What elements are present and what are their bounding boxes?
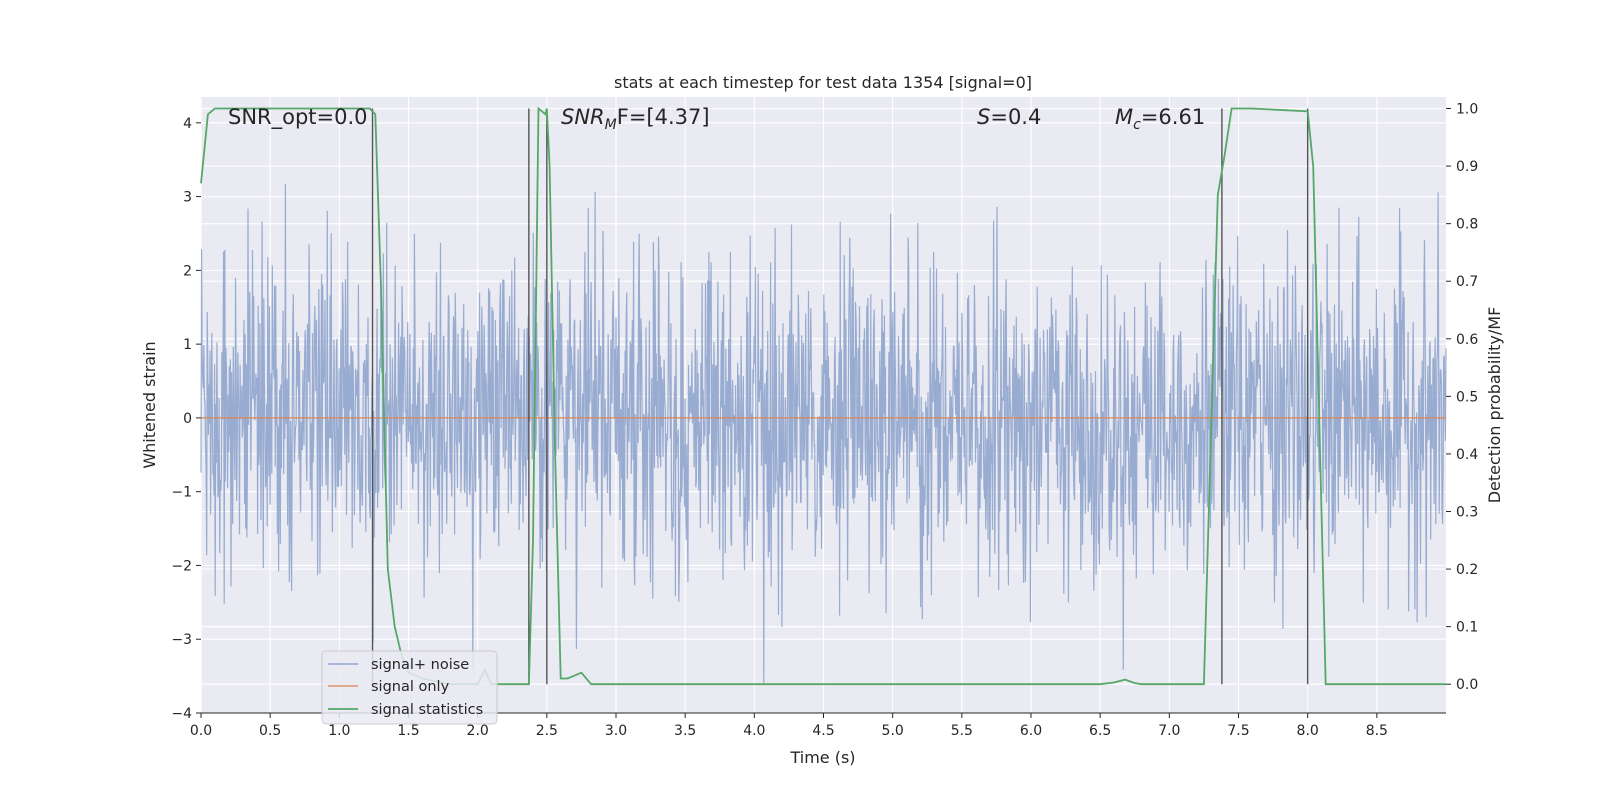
- legend-label-signal: signal only: [371, 679, 450, 695]
- annotation-snr-mf-rest: F=[4.37]: [617, 105, 710, 129]
- y-right-tick-label: 0.9: [1456, 159, 1478, 175]
- y-axis-right: 1.0 0.9 0.8 0.7 0.6 0.5 0.4 0.3 0.2 0.1 0.0: [1446, 102, 1478, 693]
- y-left-tick-label: 0: [183, 411, 192, 427]
- x-tick-label: 8.5: [1366, 723, 1388, 739]
- legend-label-noise: signal+ noise: [371, 657, 469, 673]
- y-left-tick-label: 3: [183, 190, 192, 206]
- y-right-tick-label: 0.4: [1456, 447, 1478, 463]
- x-tick-label: 1.5: [397, 723, 419, 739]
- annotation-snr-mf-main: SNR: [561, 105, 605, 129]
- annotation-mc-rest: =6.61: [1141, 105, 1205, 129]
- y-right-tick-label: 0.5: [1456, 389, 1478, 405]
- legend-box: [321, 650, 498, 725]
- x-tick-label: 1.0: [328, 723, 350, 739]
- y-left-tick-label: −2: [171, 558, 192, 574]
- y-left-tick-label: 1: [183, 337, 192, 353]
- legend-label-stats: signal statistics: [371, 702, 483, 718]
- x-tick-label: 4.5: [812, 723, 834, 739]
- y-left-tick-label: −1: [171, 485, 192, 501]
- annotation-mc: Mc=6.61: [1115, 105, 1205, 133]
- y-right-tick-label: 0.0: [1456, 677, 1478, 693]
- chart-title: stats at each timestep for test data 135…: [614, 73, 1032, 92]
- y-right-tick-label: 0.6: [1456, 332, 1478, 348]
- series-signal-noise: [200, 184, 1447, 684]
- x-tick-label: 2.0: [467, 723, 489, 739]
- x-tick-label: 8.0: [1297, 723, 1319, 739]
- annotation-snr-mf-sub: M: [605, 117, 617, 133]
- x-tick-label: 3.0: [605, 723, 627, 739]
- y-axis-left-label: Whitened strain: [140, 341, 159, 468]
- x-tick-label: 0.0: [190, 723, 212, 739]
- stats-line: [200, 106, 1446, 686]
- trigger-lines: [371, 108, 1309, 685]
- series-signal-statistics: [200, 106, 1446, 686]
- x-tick-label: 3.5: [674, 723, 696, 739]
- y-left-tick-label: −4: [171, 706, 192, 722]
- y-left-tick-label: 4: [183, 116, 192, 132]
- annotation-snr-mf: SNRMF=[4.37]: [561, 105, 710, 133]
- y-right-tick-label: 0.7: [1456, 274, 1478, 290]
- y-left-tick-label: 2: [183, 263, 192, 279]
- legend: signal+ noise signal only signal statist…: [321, 650, 498, 725]
- annotation-s-rest: =0.4: [990, 105, 1041, 129]
- x-tick-label: 2.5: [536, 723, 558, 739]
- x-tick-label: 6.5: [1089, 723, 1111, 739]
- y-right-tick-label: 0.8: [1456, 217, 1478, 233]
- x-axis-label: Time (s): [789, 748, 855, 767]
- x-tick-label: 7.5: [1227, 723, 1249, 739]
- y-axis-right-label: Detection probability/MF: [1485, 307, 1504, 504]
- noise-line: [200, 184, 1447, 684]
- annotation-mc-sub: c: [1133, 117, 1141, 133]
- x-tick-label: 5.5: [951, 723, 973, 739]
- y-axis-left: 4 3 2 1 0 −1 −2 −3 −4: [171, 116, 201, 722]
- annotation-s-main: S: [977, 105, 990, 129]
- x-tick-label: 6.0: [1020, 723, 1042, 739]
- y-right-tick-label: 0.2: [1456, 562, 1478, 578]
- annotation-s: S=0.4: [977, 105, 1041, 129]
- x-tick-label: 4.0: [743, 723, 765, 739]
- y-left-tick-label: −3: [171, 632, 192, 648]
- annotation-snr-opt: SNR_opt=0.0: [228, 105, 368, 130]
- x-tick-label: 0.5: [259, 723, 281, 739]
- y-right-tick-label: 1.0: [1456, 102, 1478, 118]
- x-tick-label: 5.0: [882, 723, 904, 739]
- x-tick-label: 7.0: [1158, 723, 1180, 739]
- y-right-tick-label: 0.3: [1456, 505, 1478, 521]
- annotation-mc-main: M: [1115, 105, 1133, 129]
- y-right-tick-label: 0.1: [1456, 620, 1478, 636]
